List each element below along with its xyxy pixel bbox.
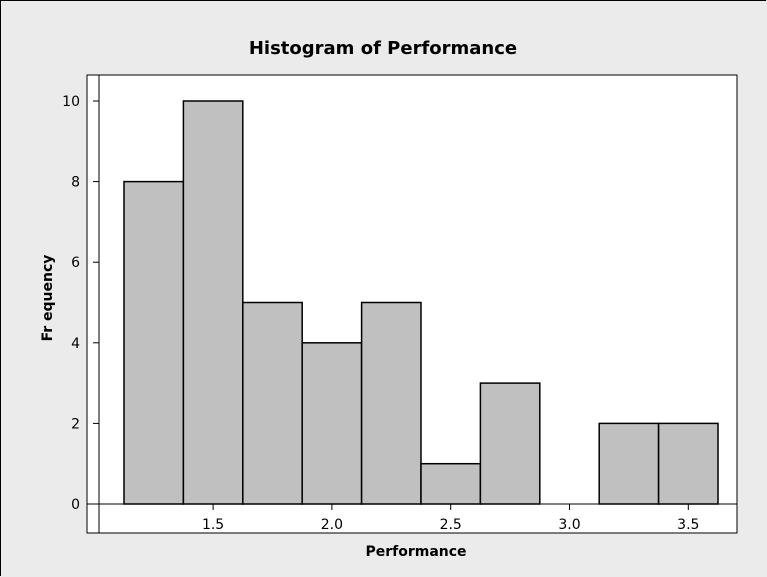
bars-group [123,100,719,505]
histogram-bar-9 [657,422,719,505]
histogram-bar-8 [598,422,660,505]
chart-title: Histogram of Performance [249,38,517,59]
y-tick-label-4: 8 [71,175,80,191]
histogram-bar-1 [182,100,244,505]
y-ticks-group: 0 2 4 6 8 10 [62,94,99,513]
y-tick-label-2: 4 [71,336,80,352]
y-tick-label-5: 10 [62,94,80,110]
x-tick-label-4: 3.5 [677,517,699,533]
x-tick-label-1: 2.0 [321,517,343,533]
histogram-bar-5 [420,462,482,505]
histogram-bar-4 [360,301,422,505]
y-tick-label-3: 6 [71,255,80,271]
y-tick-label-1: 2 [71,416,80,432]
x-tick-label-0: 1.5 [202,517,224,533]
x-ticks-group: 1.5 2.0 2.5 3.0 3.5 [202,504,699,533]
x-axis-label: Performance [365,544,466,560]
y-axis-label: Fr equency [40,255,56,342]
histogram-bar-6 [479,382,541,505]
x-tick-label-3: 3.0 [558,517,580,533]
y-tick-label-0: 0 [71,497,80,513]
histogram-bar-0 [123,180,185,505]
x-tick-label-2: 2.5 [440,517,462,533]
histogram-bar-3 [301,342,363,505]
histogram-bar-2 [242,301,303,505]
